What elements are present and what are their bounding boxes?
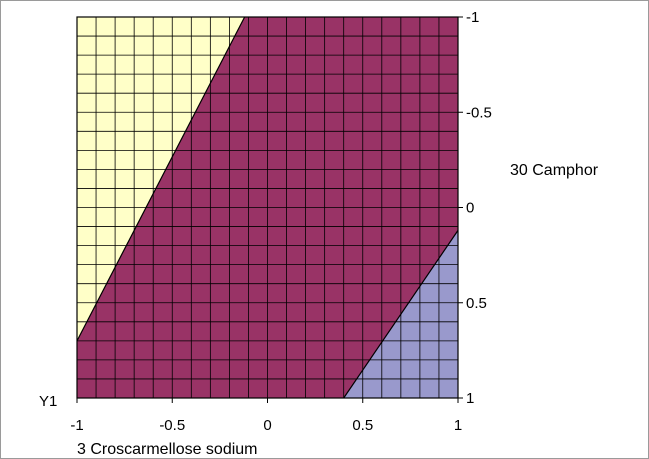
x-tick-label: 0.5 [352,417,373,434]
response-label: Y1 [39,393,57,410]
x-tick-labels: -1 -0.5 0 0.5 1 [70,417,462,434]
boundary-line-upper [76,16,246,342]
x-tick-label: -0.5 [159,417,185,434]
x-tick-label: -1 [70,417,83,434]
x-tick-label: 1 [454,417,462,434]
y-tick-label: -0.5 [466,104,492,121]
y-tick-label: 0 [466,200,474,217]
tick-marks [76,16,463,403]
x-axis-title: 3 Croscarmellose sodium [77,441,258,458]
x-tick-label: 0 [263,417,271,434]
y-tick-label: 0.5 [466,295,487,312]
y-tick-labels: -1 -0.5 0 0.5 1 [466,9,492,407]
y-tick-label: -1 [466,9,479,26]
y-axis-title: 30 Camphor [510,162,599,179]
grid-lines [77,17,458,398]
y-tick-label: 1 [466,390,474,407]
